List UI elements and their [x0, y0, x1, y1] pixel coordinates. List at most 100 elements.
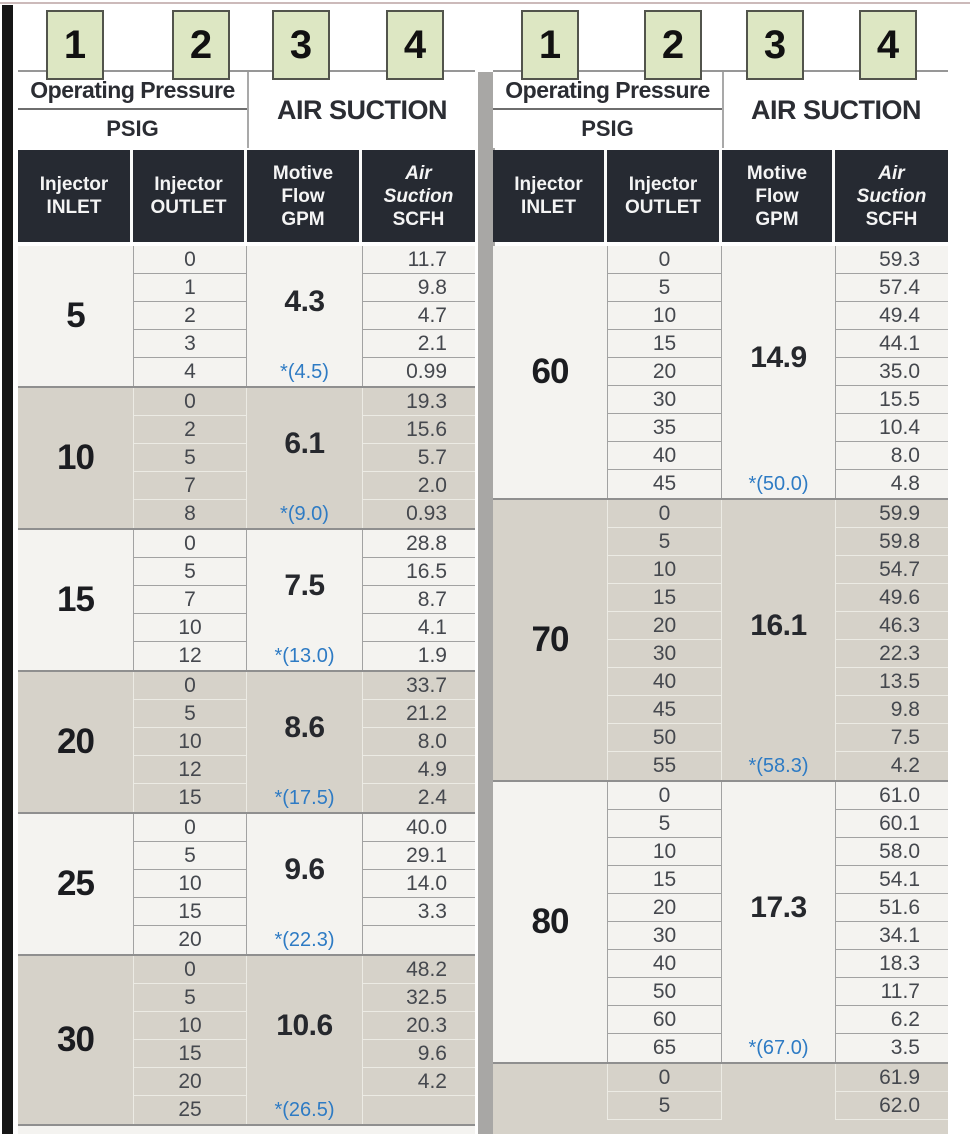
air-suction-scfh-value: 44.1 [835, 330, 948, 358]
outlet-pressure-value: 40 [607, 442, 722, 470]
psig-label: PSIG [581, 116, 634, 141]
outlet-pressure-value: 5 [133, 842, 247, 870]
table-divider [478, 72, 495, 1134]
outlet-pressure-value: 0 [607, 782, 722, 810]
air-suction-scfh-value: 0.93 [362, 500, 475, 528]
outlet-pressure-value: 20 [607, 894, 722, 922]
motive-flow-cell: 6.1 *(9.0) [247, 388, 362, 528]
air-suction-scfh-value: 4.1 [362, 614, 475, 642]
col-header-motive-flow-gpm: Motive Flow GPM [247, 150, 362, 242]
air-suction-scfh-value [362, 1096, 475, 1124]
column-badge-3: 3 [272, 10, 330, 80]
col-header-air-suction-scfh: Air Suction SCFH [362, 150, 475, 242]
motive-flow-gpm-value: 14.9 [750, 341, 807, 374]
inlet-pressure-value: 70 [531, 620, 570, 659]
motive-flow-gpm-value: 16.1 [750, 609, 807, 642]
outlet-pressure-value: 1 [133, 274, 247, 302]
air-suction-scfh-value: 8.7 [362, 586, 475, 614]
motive-flow-gpm-value: 4.3 [284, 285, 325, 318]
operating-pressure-header: Operating Pressure PSIG [18, 72, 247, 148]
air-suction-scfh-value: 34.1 [835, 922, 948, 950]
outlet-pressure-value: 12 [133, 642, 247, 670]
col-header-injector-inlet: Injector INLET [18, 150, 133, 242]
max-outlet-star-value: *(26.5) [274, 1098, 335, 1121]
air-suction-scfh-value: 59.3 [835, 246, 948, 274]
outlet-pressure-value: 2 [133, 302, 247, 330]
air-suction-scfh-value: 0.99 [362, 358, 475, 386]
outlet-pressure-value: 30 [607, 922, 722, 950]
air-suction-scfh-value: 11.7 [362, 246, 475, 274]
air-suction-scfh-value: 60.1 [835, 810, 948, 838]
column-badge-3: 3 [746, 10, 804, 80]
air-suction-header: AIR SUCTION [722, 72, 948, 148]
outlet-pressure-value: 20 [133, 1068, 247, 1096]
outlet-pressure-value: 12 [133, 756, 247, 784]
table-header: Operating Pressure PSIG AIR SUCTION [18, 72, 475, 148]
pressure-group-partial: 0 61.9 5 62.0 [493, 1062, 948, 1134]
motive-flow-gpm-value [722, 1064, 835, 1092]
air-suction-scfh-value: 4.8 [835, 470, 948, 498]
left-edge-bar [2, 5, 13, 1134]
air-suction-scfh-value: 9.8 [835, 696, 948, 724]
motive-flow-gpm-value: 7.5 [284, 569, 325, 602]
air-suction-scfh-value: 8.0 [362, 728, 475, 756]
air-suction-scfh-value: 29.1 [362, 842, 475, 870]
air-suction-scfh-value: 8.0 [835, 442, 948, 470]
outlet-pressure-value: 15 [133, 1040, 247, 1068]
outlet-pressure-value: 65 [607, 1034, 722, 1062]
air-suction-scfh-value: 9.8 [362, 274, 475, 302]
outlet-pressure-value: 40 [607, 668, 722, 696]
column-badge-2: 2 [644, 10, 702, 80]
clipped-next-group [18, 1124, 475, 1134]
outlet-pressure-value: 15 [607, 866, 722, 894]
air-suction-scfh-value: 40.0 [362, 814, 475, 842]
air-suction-scfh-value: 62.0 [835, 1092, 948, 1120]
air-suction-scfh-value: 61.9 [835, 1064, 948, 1092]
outlet-pressure-value: 4 [133, 358, 247, 386]
outlet-pressure-value: 0 [133, 530, 247, 558]
air-suction-scfh-value: 1.9 [362, 642, 475, 670]
pressure-group-30: 30 10.6 *(26.5) 0 48.2 5 32.5 10 20.3 15 9.6 20 4.2 2… [18, 954, 475, 1124]
air-suction-scfh-value: 4.2 [362, 1068, 475, 1096]
air-suction-scfh-value: 22.3 [835, 640, 948, 668]
air-suction-scfh-value: 4.7 [362, 302, 475, 330]
outlet-pressure-value: 5 [133, 558, 247, 586]
outlet-pressure-value: 0 [607, 246, 722, 274]
pressure-group-25: 25 9.6 *(22.3) 0 40.0 5 29.1 10 14.0 15 3.3 20 [18, 812, 475, 954]
outlet-pressure-value: 20 [607, 358, 722, 386]
air-suction-scfh-value: 3.3 [362, 898, 475, 926]
air-suction-scfh-value: 2.4 [362, 784, 475, 812]
motive-flow-gpm-value: 17.3 [750, 891, 807, 924]
max-outlet-star-value: *(13.0) [274, 644, 335, 667]
outlet-pressure-value: 15 [133, 784, 247, 812]
top-border-line [0, 2, 970, 4]
air-suction-scfh-value: 9.6 [362, 1040, 475, 1068]
outlet-pressure-value: 30 [607, 386, 722, 414]
column-badge-4: 4 [386, 10, 444, 80]
outlet-pressure-value: 7 [133, 472, 247, 500]
inlet-pressure-value: 10 [57, 438, 95, 477]
outlet-pressure-value: 5 [607, 1092, 722, 1120]
column-badge-1: 1 [521, 10, 579, 80]
pressure-groups: 5 4.3 *(4.5) 0 11.7 1 9.8 2 4.7 3 2.1 4 0.99 10 6.1 *(9… [18, 246, 475, 1124]
pressure-group-20: 20 8.6 *(17.5) 0 33.7 5 21.2 10 8.0 12 4.9 15 2.4 [18, 670, 475, 812]
pressure-group-10: 10 6.1 *(9.0) 0 19.3 2 15.6 5 5.7 7 2.0 8 0.93 [18, 386, 475, 528]
air-suction-scfh-value: 58.0 [835, 838, 948, 866]
motive-flow-cell: 10.6 *(26.5) [247, 956, 362, 1124]
air-suction-scfh-value: 49.6 [835, 584, 948, 612]
motive-flow-gpm-value: 8.6 [284, 711, 325, 744]
air-suction-scfh-value: 15.5 [835, 386, 948, 414]
outlet-pressure-value: 45 [607, 696, 722, 724]
motive-flow-cell [722, 1064, 835, 1120]
air-suction-scfh-value: 4.9 [362, 756, 475, 784]
air-suction-scfh-value: 6.2 [835, 1006, 948, 1034]
outlet-pressure-value: 10 [133, 728, 247, 756]
outlet-pressure-value: 3 [133, 330, 247, 358]
outlet-pressure-value: 30 [607, 640, 722, 668]
outlet-pressure-value: 8 [133, 500, 247, 528]
motive-flow-cell: 17.3 *(67.0) [722, 782, 835, 1062]
motive-flow-cell: 7.5 *(13.0) [247, 530, 362, 670]
outlet-pressure-value: 50 [607, 978, 722, 1006]
air-suction-scfh-value [362, 926, 475, 954]
